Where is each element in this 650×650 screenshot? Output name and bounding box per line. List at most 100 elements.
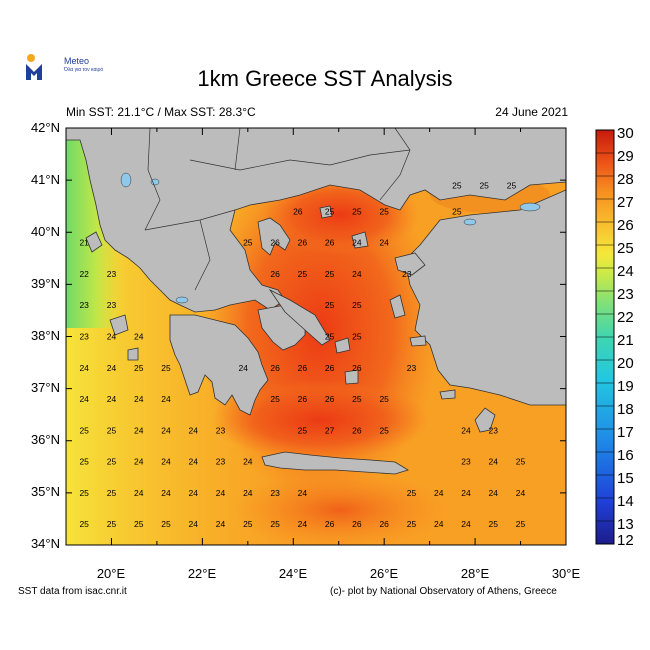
sst-value-label: 25 [134,363,144,373]
sst-value-label: 25 [243,519,253,529]
sst-value-label: 21 [79,238,89,248]
sst-value-label: 24 [107,394,117,404]
sst-value-label: 25 [79,488,89,498]
sst-value-label: 25 [407,488,417,498]
limnos-island [351,231,369,249]
data-source-credit: SST data from isac.cnr.it [18,586,127,597]
sst-value-label: 25 [379,425,389,435]
sst-value-label: 24 [134,425,144,435]
sst-value-label: 26 [325,238,335,248]
sst-value-label: 23 [79,332,89,342]
sst-value-label: 25 [325,332,335,342]
sst-value-label: 26 [270,238,280,248]
sst-value-label: 24 [189,488,199,498]
lat-label: 41°N [30,172,60,187]
colorbar-label: 29 [617,148,634,165]
corfu-island [85,231,103,253]
lat-label: 34°N [30,536,60,551]
sst-value-label: 26 [325,519,335,529]
sst-label-layer: 21 22 23 23 23 23 24 24 24 24 25 25 24 24 24 24 25 25 24 24… [79,180,525,529]
sst-value-label: 26 [298,394,308,404]
border-line [189,149,411,171]
sst-value-label: 26 [325,394,335,404]
sst-value-label: 24 [379,238,389,248]
sst-value-label: 26 [298,363,308,373]
sst-value-label: 24 [134,457,144,467]
sst-value-label: 24 [134,332,144,342]
sst-value-label: 25 [352,394,362,404]
sst-value-label: 25 [79,519,89,529]
sst-value-label: 24 [243,457,253,467]
page-title: 1km Greece SST Analysis [197,66,453,91]
kefalonia-island [109,314,129,336]
sst-value-label: 26 [352,519,362,529]
logo-name: Meteo [64,56,90,66]
sst-value-label: 24 [189,519,199,529]
colorbar-label: 20 [617,355,634,372]
zakynthos-island [127,347,139,361]
sst-value-label: 25 [298,269,308,279]
sst-value-label: 24 [161,457,171,467]
sst-value-label: 27 [325,425,335,435]
lon-label: 28°E [460,566,490,581]
sst-value-label: 24 [461,425,471,435]
lake-1 [120,172,132,188]
kos-island [439,389,456,400]
border-line [234,128,241,171]
samos-island [409,335,427,347]
lat-label: 40°N [30,224,60,239]
sst-value-label: 25 [352,332,362,342]
sst-value-label: 25 [352,300,362,310]
sst-value-label: 24 [107,363,117,373]
sst-value-label: 24 [461,519,471,529]
sst-value-label: 25 [516,457,526,467]
sst-value-label: 24 [243,488,253,498]
sst-value-label: 24 [239,363,249,373]
sst-value-label: 25 [325,206,335,216]
colorbar-label: 13 [617,516,634,533]
sst-value-label: 25 [107,457,117,467]
crete-island [261,451,409,475]
sst-value-label: 25 [379,394,389,404]
lon-label: 30°E [551,566,581,581]
sst-value-label: 25 [516,519,526,529]
anatolia-coast [404,189,566,406]
sst-value-label: 25 [270,519,280,529]
lon-label: 24°E [278,566,308,581]
lat-label: 38°N [30,328,60,343]
sst-value-label: 24 [298,519,308,529]
colorbar-label: 15 [617,470,634,487]
sst-value-label: 22 [79,269,89,279]
peloponnese [169,314,269,416]
sst-value-label: 23 [79,300,89,310]
sst-value-label: 26 [379,519,389,529]
sst-value-label: 26 [293,206,303,216]
sst-value-label: 23 [402,269,412,279]
sst-value-label: 24 [161,425,171,435]
lesvos-island [394,252,426,276]
sst-value-label: 26 [325,363,335,373]
sst-value-label: 24 [161,488,171,498]
lake-2 [150,178,160,186]
sst-value-label: 23 [107,269,117,279]
lake-3 [175,296,189,304]
sst-range-text: Min SST: 21.1°C / Max SST: 28.3°C [66,105,256,119]
sst-value-label: 24 [161,394,171,404]
sst-value-label: 25 [298,425,308,435]
naxos-island [344,369,359,385]
sst-value-label: 24 [434,488,444,498]
chalkidiki [257,217,291,256]
sst-value-label: 24 [434,519,444,529]
sst-value-label: 25 [452,180,462,190]
sst-value-label: 26 [270,363,280,373]
sst-value-label: 23 [489,425,499,435]
sst-value-label: 25 [243,238,253,248]
sst-value-label: 26 [352,425,362,435]
lat-label: 35°N [30,484,60,499]
sst-value-label: 23 [216,457,226,467]
evia-island [268,288,331,346]
balkans-landmass [66,128,566,313]
sst-value-label: 23 [107,300,117,310]
sst-value-label: 25 [325,269,335,279]
sst-value-label: 25 [452,206,462,216]
